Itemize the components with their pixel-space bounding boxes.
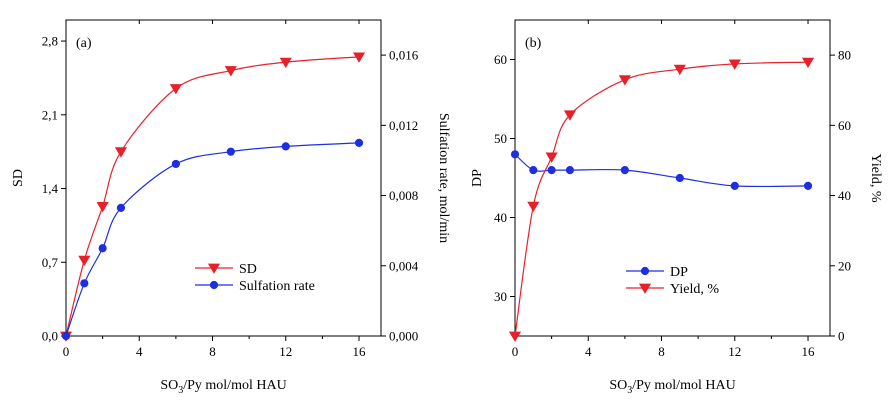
x-axis-title-subscript: 3 bbox=[178, 385, 183, 396]
y-right-tick-label: 0,004 bbox=[389, 258, 419, 273]
data-point-0 bbox=[529, 166, 538, 175]
y-left-tick-label: 0,0 bbox=[42, 329, 58, 344]
series-line-0 bbox=[514, 153, 809, 188]
data-point-1 bbox=[545, 152, 558, 163]
panel-label: (b) bbox=[525, 36, 542, 51]
y-right-tick-label: 80 bbox=[838, 48, 851, 63]
x-axis-title-rest: /Py mol/mol HAU bbox=[183, 378, 286, 393]
data-point-1 bbox=[728, 59, 741, 70]
y-left-tick-label: 40 bbox=[494, 210, 507, 225]
x-tick-label: 0 bbox=[63, 344, 70, 359]
plot-frame bbox=[65, 19, 382, 337]
legend-label-0: DP bbox=[670, 265, 688, 280]
data-point-1 bbox=[563, 110, 577, 121]
plot-frame bbox=[514, 19, 831, 337]
x-axis-title: SO3/Py mol/mol HAU bbox=[160, 378, 286, 396]
x-tick-label: 8 bbox=[658, 344, 665, 359]
x-tick-label: 4 bbox=[136, 344, 143, 359]
series-line-0 bbox=[65, 56, 360, 337]
x-tick-label: 16 bbox=[353, 344, 367, 359]
data-point-1 bbox=[801, 57, 815, 69]
x-axis-title-rest: /Py mol/mol HAU bbox=[632, 378, 735, 393]
data-point-1 bbox=[226, 147, 235, 156]
y-left-axis-title: DP bbox=[470, 169, 485, 187]
y-right-tick-label: 0,000 bbox=[389, 329, 418, 344]
data-point-1 bbox=[527, 201, 540, 213]
panel-b: 0 4 8 12 16 30 40 50 60 0 20 40 60 80 DP Yield, % SO3/Py… bbox=[470, 19, 883, 396]
legend-marker-0 bbox=[207, 263, 221, 274]
panel-label: (a) bbox=[76, 36, 92, 51]
series-line-1 bbox=[65, 142, 360, 337]
x-axis-title-base: SO bbox=[160, 378, 178, 393]
panel-a: 0 4 8 12 16 0,0 0,7 1,4 2,1 2,8 0,000 0,004 0,008 0,0… bbox=[11, 19, 451, 396]
x-axis-title: SO3/Py mol/mol HAU bbox=[609, 378, 735, 396]
x-axis-title-subscript: 3 bbox=[627, 385, 632, 396]
legend-label-1: Sulfation rate bbox=[239, 279, 315, 294]
series-line-1 bbox=[514, 61, 809, 337]
y-right-axis-title: Yield, % bbox=[868, 154, 883, 203]
data-point-1 bbox=[116, 203, 126, 212]
data-point-1 bbox=[508, 331, 522, 342]
x-tick-label: 4 bbox=[585, 344, 592, 359]
data-point-1 bbox=[80, 279, 89, 288]
legend-marker-1 bbox=[638, 283, 652, 294]
x-tick-label: 16 bbox=[802, 344, 816, 359]
data-point-0 bbox=[279, 57, 292, 69]
y-left-axis-title: SD bbox=[11, 169, 26, 187]
y-left-tick-label: 2,1 bbox=[42, 107, 58, 122]
y-left-tick-label: 0,7 bbox=[42, 255, 59, 270]
data-point-0 bbox=[730, 181, 739, 190]
y-right-tick-label: 20 bbox=[838, 258, 851, 273]
data-point-0 bbox=[114, 147, 128, 158]
data-point-1 bbox=[98, 244, 107, 253]
data-point-1 bbox=[618, 75, 631, 86]
y-right-tick-label: 60 bbox=[838, 118, 851, 133]
legend-marker-1 bbox=[209, 280, 219, 290]
data-point-1 bbox=[354, 138, 364, 147]
x-tick-label: 0 bbox=[512, 344, 519, 359]
y-left-tick-label: 50 bbox=[494, 131, 507, 146]
x-tick-label: 12 bbox=[279, 344, 292, 359]
y-right-axis-title: Sulfation rate, mol/min bbox=[436, 113, 451, 243]
data-point-1 bbox=[61, 331, 71, 341]
y-left-tick-label: 60 bbox=[494, 52, 507, 67]
legend-label-0: SD bbox=[239, 262, 257, 277]
data-point-0 bbox=[352, 52, 366, 63]
data-point-0 bbox=[510, 150, 520, 159]
x-tick-label: 12 bbox=[728, 344, 741, 359]
y-left-tick-label: 1,4 bbox=[42, 181, 59, 196]
x-tick-label: 8 bbox=[209, 344, 216, 359]
y-right-tick-label: 0,008 bbox=[389, 188, 418, 203]
data-point-0 bbox=[96, 202, 109, 213]
data-point-0 bbox=[620, 166, 629, 175]
data-point-1 bbox=[281, 142, 290, 151]
data-point-0 bbox=[547, 166, 556, 175]
data-point-0 bbox=[224, 66, 237, 77]
y-left-tick-label: 2,8 bbox=[42, 34, 58, 49]
x-axis-title-base: SO bbox=[609, 378, 627, 393]
data-point-0 bbox=[565, 166, 575, 175]
legend-label-1: Yield, % bbox=[670, 282, 719, 297]
legend-marker-0 bbox=[640, 266, 650, 276]
data-point-0 bbox=[78, 255, 91, 267]
data-point-0 bbox=[675, 173, 684, 183]
y-left-tick-label: 30 bbox=[494, 289, 507, 304]
y-right-tick-label: 0,016 bbox=[389, 48, 419, 63]
data-point-1 bbox=[171, 159, 180, 169]
data-point-1 bbox=[673, 64, 686, 76]
y-right-tick-label: 0,012 bbox=[389, 118, 418, 133]
y-right-tick-label: 0 bbox=[838, 329, 845, 344]
data-point-0 bbox=[803, 181, 813, 190]
data-point-0 bbox=[169, 84, 182, 95]
y-right-tick-label: 40 bbox=[838, 188, 851, 203]
